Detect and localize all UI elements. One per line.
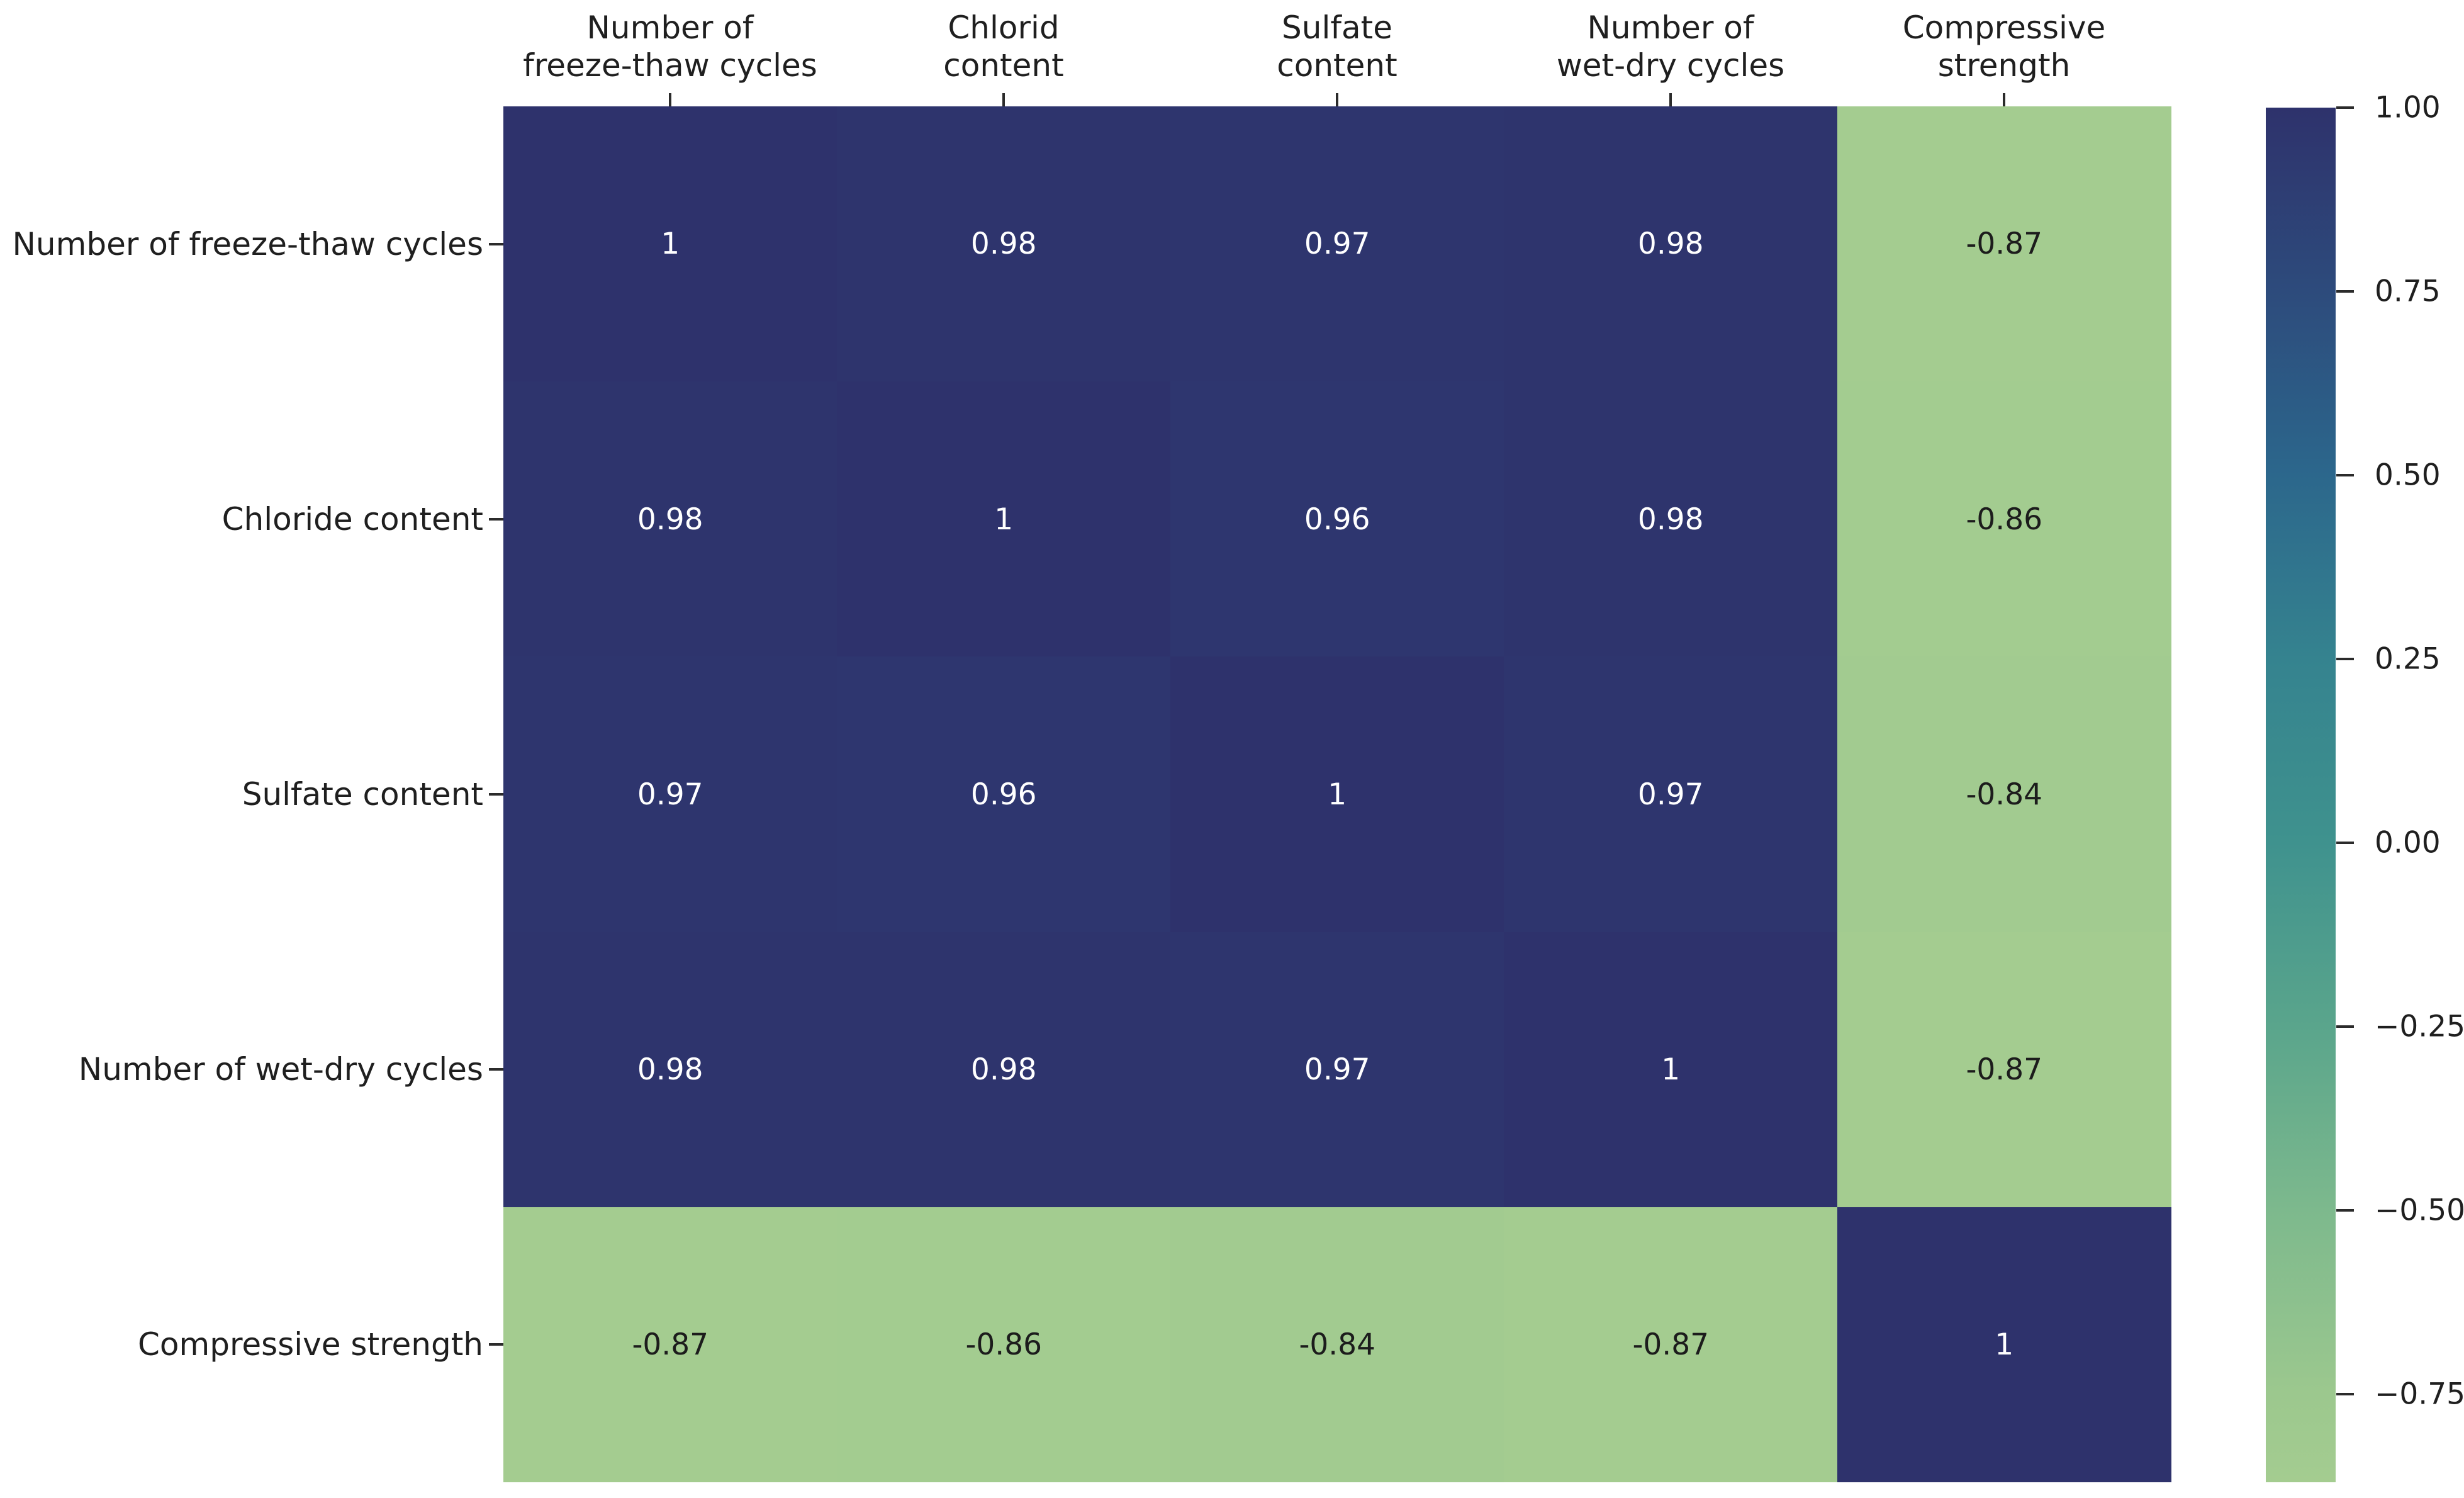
heatmap-cell: 1 xyxy=(1170,656,1504,933)
heatmap-cell-value: 0.98 xyxy=(637,502,703,537)
heatmap-cell-value: 1 xyxy=(1995,1327,2014,1363)
heatmap-cell-value: 0.98 xyxy=(1637,502,1704,537)
heatmap-cell-value: 0.98 xyxy=(970,227,1037,262)
y-axis-tick-mark xyxy=(489,517,503,521)
heatmap-cell-value: -0.84 xyxy=(1299,1327,1376,1363)
colorbar-tick-label: −0.50 xyxy=(2375,1193,2464,1228)
heatmap-cell: 0.98 xyxy=(503,381,837,657)
column-tick-label-line: wet-dry cycles xyxy=(1556,47,1785,84)
heatmap-cell-value: -0.86 xyxy=(1966,502,2043,537)
column-tick-label-line: Sulfate xyxy=(1282,9,1392,46)
heatmap-cell: -0.87 xyxy=(1837,106,2171,382)
x-axis-tick-mark xyxy=(2003,93,2005,106)
heatmap-cell: 0.98 xyxy=(503,932,837,1208)
column-tick-label: Compressive strength xyxy=(1803,4,2205,84)
column-tick-label-line: content xyxy=(943,47,1064,84)
heatmap-cell-value: -0.87 xyxy=(1966,1052,2043,1087)
heatmap-cell: -0.84 xyxy=(1170,1207,1504,1483)
heatmap-cell-value: 1 xyxy=(1328,777,1347,812)
column-tick-label-line: Compressive xyxy=(1902,9,2106,46)
x-axis-tick-mark xyxy=(1669,93,1672,106)
heatmap-cell: -0.86 xyxy=(837,1207,1171,1483)
heatmap-cell-value: 1 xyxy=(661,227,680,262)
heatmap-cell: 0.97 xyxy=(1504,656,1838,933)
colorbar-tick-label: 0.25 xyxy=(2375,641,2441,677)
column-tick-label: Number of freeze-thaw cycles xyxy=(469,4,871,84)
column-tick-label-line: freeze-thaw cycles xyxy=(523,47,817,84)
heatmap-cell-value: -0.84 xyxy=(1966,777,2043,812)
heatmap-cell: 0.97 xyxy=(1170,106,1504,382)
colorbar xyxy=(2266,108,2336,1482)
heatmap-cell: 0.98 xyxy=(837,932,1171,1208)
colorbar-tick-mark xyxy=(2336,1025,2354,1028)
row-tick-label: Number of freeze-thaw cycles xyxy=(12,225,483,262)
colorbar-tick-label: 0.50 xyxy=(2375,458,2441,493)
heatmap-cell: 1 xyxy=(1504,932,1838,1208)
heatmap-cell: 0.96 xyxy=(837,656,1171,933)
colorbar-tick-mark xyxy=(2336,841,2354,844)
row-tick-label: Sulfate content xyxy=(242,776,483,813)
y-axis-tick-mark xyxy=(489,793,503,796)
row-tick-label: Chloride content xyxy=(221,500,483,538)
column-tick-label-line: Number of xyxy=(1587,9,1754,46)
heatmap-cell-value: -0.86 xyxy=(965,1327,1043,1363)
heatmap-cell: 0.96 xyxy=(1170,381,1504,657)
column-tick-label-line: content xyxy=(1277,47,1397,84)
heatmap-cell: -0.86 xyxy=(1837,381,2171,657)
y-axis-tick-mark xyxy=(489,242,503,245)
heatmap-cell: 1 xyxy=(837,381,1171,657)
heatmap-cell: 0.97 xyxy=(1170,932,1504,1208)
heatmap-cell: 1 xyxy=(503,106,837,382)
heatmap-cell-value: 0.98 xyxy=(637,1052,703,1087)
x-axis-tick-mark xyxy=(669,93,671,106)
heatmap-cell-value: 0.96 xyxy=(1304,502,1370,537)
heatmap-cell-value: -0.87 xyxy=(1966,227,2043,262)
column-tick-label-line: strength xyxy=(1937,47,2071,84)
colorbar-tick-label: −0.25 xyxy=(2375,1009,2464,1044)
heatmap-cell-value: 0.97 xyxy=(1304,1052,1370,1087)
heatmap-cell-value: 0.97 xyxy=(1304,227,1370,262)
x-axis-tick-mark xyxy=(1336,93,1338,106)
heatmap-cell-value: 0.96 xyxy=(970,777,1037,812)
heatmap-cell: 0.98 xyxy=(1504,106,1838,382)
heatmap-cell: 0.97 xyxy=(503,656,837,933)
colorbar-tick-mark xyxy=(2336,473,2354,476)
column-tick-label: Chlorid content xyxy=(802,4,1205,84)
colorbar-tick-mark xyxy=(2336,106,2354,109)
heatmap-cell-value: 1 xyxy=(994,502,1014,537)
column-tick-label-line: Chlorid xyxy=(948,9,1060,46)
column-tick-label: Sulfate content xyxy=(1136,4,1538,84)
colorbar-tick-label: 0.00 xyxy=(2375,825,2441,860)
heatmap-cell: 0.98 xyxy=(837,106,1171,382)
heatmap-cell-value: 0.98 xyxy=(970,1052,1037,1087)
colorbar-tick-label: 1.00 xyxy=(2375,90,2441,125)
row-tick-label: Number of wet-dry cycles xyxy=(78,1051,483,1088)
colorbar-tick-label: −0.75 xyxy=(2375,1377,2464,1412)
heatmap-cell: -0.84 xyxy=(1837,656,2171,933)
heatmap-cell: -0.87 xyxy=(1837,932,2171,1208)
colorbar-tick-mark xyxy=(2336,1392,2354,1395)
heatmap-cell-value: 0.98 xyxy=(1637,227,1704,262)
heatmap-cell: -0.87 xyxy=(1504,1207,1838,1483)
heatmap-cell-value: -0.87 xyxy=(1632,1327,1710,1363)
row-tick-label: Compressive strength xyxy=(138,1326,483,1363)
y-axis-tick-mark xyxy=(489,1068,503,1071)
colorbar-tick-mark xyxy=(2336,1208,2354,1212)
x-axis-tick-mark xyxy=(1002,93,1005,106)
heatmap-cell-value: 0.97 xyxy=(637,777,703,812)
colorbar-tick-label: 0.75 xyxy=(2375,274,2441,309)
heatmap-cell-value: 1 xyxy=(1661,1052,1681,1087)
heatmap-cell-value: -0.87 xyxy=(632,1327,709,1363)
heatmap-cell-value: 0.97 xyxy=(1637,777,1704,812)
heatmap-cell: 1 xyxy=(1837,1207,2171,1483)
column-tick-label: Number of wet-dry cycles xyxy=(1469,4,1872,84)
column-tick-label-line: Number of xyxy=(586,9,754,46)
heatmap-cell: -0.87 xyxy=(503,1207,837,1483)
heatmap-cell: 0.98 xyxy=(1504,381,1838,657)
colorbar-tick-mark xyxy=(2336,657,2354,660)
y-axis-tick-mark xyxy=(489,1343,503,1346)
colorbar-tick-mark xyxy=(2336,290,2354,293)
